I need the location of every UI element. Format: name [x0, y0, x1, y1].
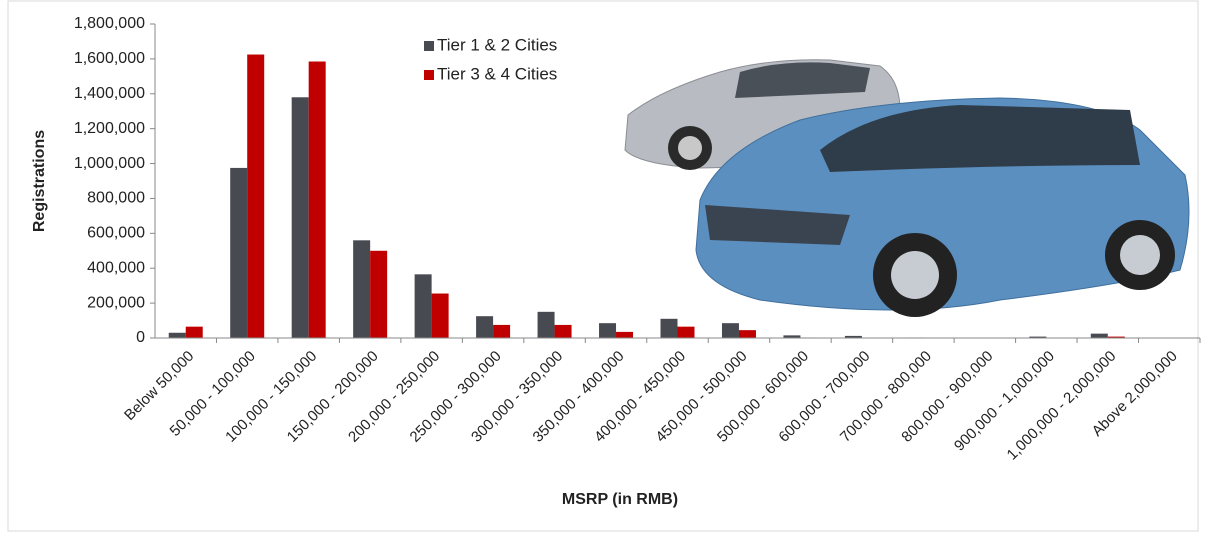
x-axis-title: MSRP (in RMB)	[562, 491, 678, 508]
x-tick-label: 900,000 - 1,000,000	[951, 348, 1058, 455]
y-tick-label: 1,000,000	[74, 155, 145, 172]
car-illustration	[625, 60, 1189, 317]
legend-label: Tier 1 & 2 Cities	[437, 35, 557, 54]
bar	[247, 55, 264, 338]
y-tick-label: 1,600,000	[74, 50, 145, 67]
bar	[555, 325, 572, 338]
y-tick-label: 0	[136, 329, 145, 346]
bar	[292, 97, 309, 338]
bar	[616, 332, 633, 338]
bar	[722, 323, 739, 338]
y-tick-label: 1,400,000	[74, 85, 145, 102]
bar	[661, 319, 678, 338]
y-tick-label: 600,000	[87, 225, 145, 242]
bar	[476, 316, 493, 338]
y-tick-label: 1,200,000	[74, 120, 145, 137]
bar	[1091, 334, 1108, 338]
bar	[678, 327, 695, 338]
x-tick-label: 1,000,000 - 2,000,000	[1004, 348, 1120, 464]
y-axis-title: Registrations	[31, 130, 48, 232]
bar	[169, 333, 186, 338]
bar	[432, 294, 449, 338]
y-tick-label: 400,000	[87, 259, 145, 276]
bar	[186, 327, 203, 338]
legend-label: Tier 3 & 4 Cities	[437, 64, 557, 83]
legend-swatch	[424, 70, 434, 80]
legend-swatch	[424, 41, 434, 51]
bar	[370, 251, 387, 338]
bar	[493, 325, 510, 338]
bar	[538, 312, 555, 338]
bar	[599, 323, 616, 338]
bar	[739, 330, 756, 338]
y-tick-label: 800,000	[87, 190, 145, 207]
bar	[353, 240, 370, 338]
bar	[415, 274, 432, 338]
y-tick-label: 1,800,000	[74, 15, 145, 32]
bar	[309, 62, 326, 338]
y-tick-label: 200,000	[87, 294, 145, 311]
bar	[230, 168, 247, 338]
